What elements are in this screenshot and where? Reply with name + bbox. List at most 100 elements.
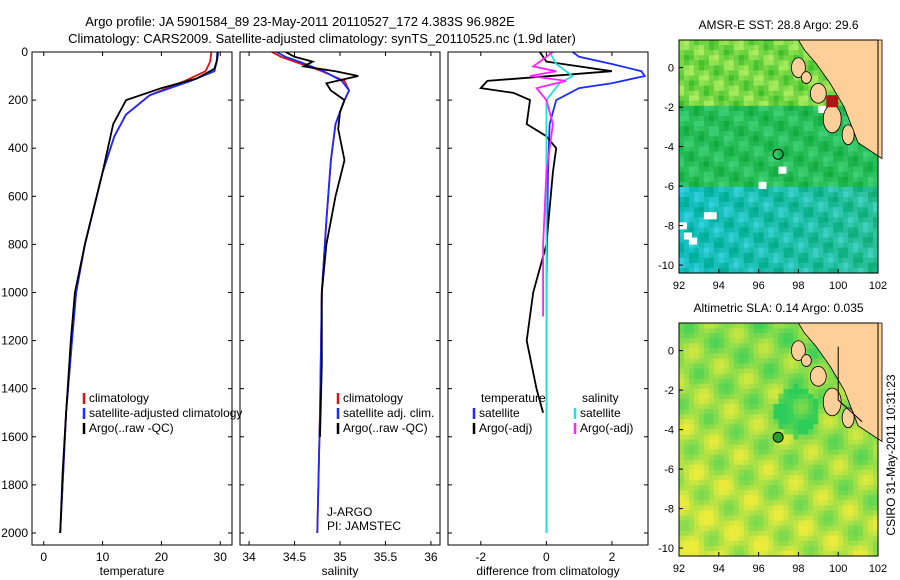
sla_map-grid-cell (684, 535, 690, 542)
sla_map-grid-cell (783, 490, 790, 496)
sst_map-grid-cell (684, 90, 690, 97)
sla_map-grid-cell (828, 515, 834, 522)
sst_map-grid-cell (848, 217, 854, 223)
sla_map-grid-cell (733, 404, 740, 410)
sla_map-grid-cell (823, 480, 829, 486)
sla_map-grid-cell (708, 358, 715, 365)
sst_map-grid-cell (863, 212, 869, 218)
sst_map-grid-cell (838, 242, 844, 249)
sst_map-grid-cell (783, 232, 790, 239)
sst-map-missing-cell (703, 212, 712, 220)
sla_map-grid-cell (768, 409, 775, 415)
sla_map-grid-cell (743, 358, 750, 365)
sla_map-grid-cell (783, 535, 790, 542)
sst_map-grid-cell (848, 197, 854, 203)
sst_map-grid-cell (763, 242, 770, 249)
sst_map-grid-cell (743, 90, 750, 97)
sla_map-grid-cell (843, 449, 849, 456)
sst_map-grid-cell (698, 40, 705, 46)
sla_map-grid-cell (684, 520, 690, 527)
sst_map-grid-cell (698, 70, 705, 77)
sst_map-grid-cell (833, 151, 839, 158)
sla_map-grid-cell (843, 525, 849, 532)
sst_map-grid-cell (853, 257, 859, 264)
sla_map-grid-cell (868, 469, 874, 476)
sla_map-grid-cell (853, 490, 859, 496)
sst_map-grid-cell (828, 262, 834, 269)
sla_map-grid-cell (718, 323, 725, 329)
sla_map-grid-cell (833, 464, 839, 471)
sla_map-grid-cell (813, 393, 819, 400)
sla_map-grid-cell (788, 333, 795, 339)
sla_map-grid-cell (803, 525, 809, 532)
sla_map-grid-cell (698, 378, 705, 385)
sst_map-grid-cell (858, 212, 864, 218)
sst_map-grid-cell (798, 252, 804, 259)
sla_map-grid-cell (813, 358, 819, 365)
sst_map-island (841, 124, 855, 146)
sst_map-grid-cell (693, 80, 700, 87)
sst_map-grid-cell (768, 100, 775, 107)
sst_map-grid-cell (738, 126, 745, 132)
sst_map-grid-cell (708, 166, 715, 173)
sla_map-grid-cell (848, 444, 854, 451)
sla_map-grid-cell (679, 535, 685, 542)
sla_map-grid-cell (743, 459, 750, 466)
sst_map-grid-cell (689, 257, 695, 264)
sst_map-grid-cell (813, 262, 819, 269)
sst_map-grid-cell (873, 212, 879, 218)
sst_map-grid-cell (823, 252, 829, 259)
sst_map-grid-cell (684, 151, 690, 158)
sst_map-grid-cell (733, 131, 740, 137)
sla_map-grid-cell (788, 414, 795, 420)
sst_map-grid-cell (733, 126, 740, 132)
sla_map-grid-cell (733, 419, 740, 425)
sla_map-grid-cell (783, 525, 790, 532)
sst_map-grid-cell (798, 116, 804, 122)
sst_map-grid-cell (708, 45, 715, 51)
sst_map-grid-cell (818, 141, 824, 147)
sla_map-grid-cell (723, 510, 730, 517)
sla_map-grid-cell (689, 399, 695, 405)
sla_map-grid-cell (818, 540, 824, 547)
sst_map-grid-cell (833, 247, 839, 254)
sla_map-grid-cell (698, 383, 705, 390)
sst_map-grid-cell (738, 252, 745, 259)
sst_map-grid-cell (768, 131, 775, 137)
sst_map-grid-cell (828, 156, 834, 163)
sla_map-grid-cell (703, 378, 710, 385)
sst_map-grid-cell (763, 192, 770, 198)
sst_map-grid-cell (718, 237, 725, 244)
sla_map-grid-cell (833, 449, 839, 456)
sla_map-grid-cell (763, 444, 770, 451)
sst_map-grid-cell (679, 131, 685, 137)
sst_map-grid-cell (693, 151, 700, 158)
sst_map-grid-cell (873, 227, 879, 234)
sla_map-grid-cell (843, 444, 849, 451)
sst_map-grid-cell (679, 197, 685, 203)
sst_map-grid-cell (798, 90, 804, 97)
sla_map-grid-cell (743, 424, 750, 430)
sla_map-grid-cell (689, 409, 695, 415)
sla_map-grid-cell (743, 393, 750, 400)
sst_map-grid-cell (778, 207, 785, 213)
sla_map-grid-cell (838, 550, 844, 557)
sst_map-grid-cell (798, 186, 804, 193)
sst_map-grid-cell (718, 252, 725, 259)
sla_map-grid-cell (813, 475, 819, 481)
sst_map-grid-cell (758, 252, 765, 259)
sla_map-grid-cell (733, 500, 740, 506)
sst_map-grid-cell (823, 171, 829, 178)
sla_map-grid-cell (773, 419, 780, 425)
sst_map-grid-cell (828, 146, 834, 153)
sst_map-grid-cell (793, 136, 799, 142)
sla_map-grid-cell (773, 353, 780, 360)
sst_map-grid-cell (808, 126, 814, 132)
sla_map-grid-cell (838, 540, 844, 547)
sla_map-grid-cell (733, 510, 740, 517)
sst_map-grid-cell (788, 60, 795, 66)
sla_map-grid-cell (783, 328, 790, 334)
sst_map-grid-cell (813, 166, 819, 173)
sla_map-grid-cell (693, 393, 700, 400)
sla_map-grid-cell (698, 480, 705, 486)
